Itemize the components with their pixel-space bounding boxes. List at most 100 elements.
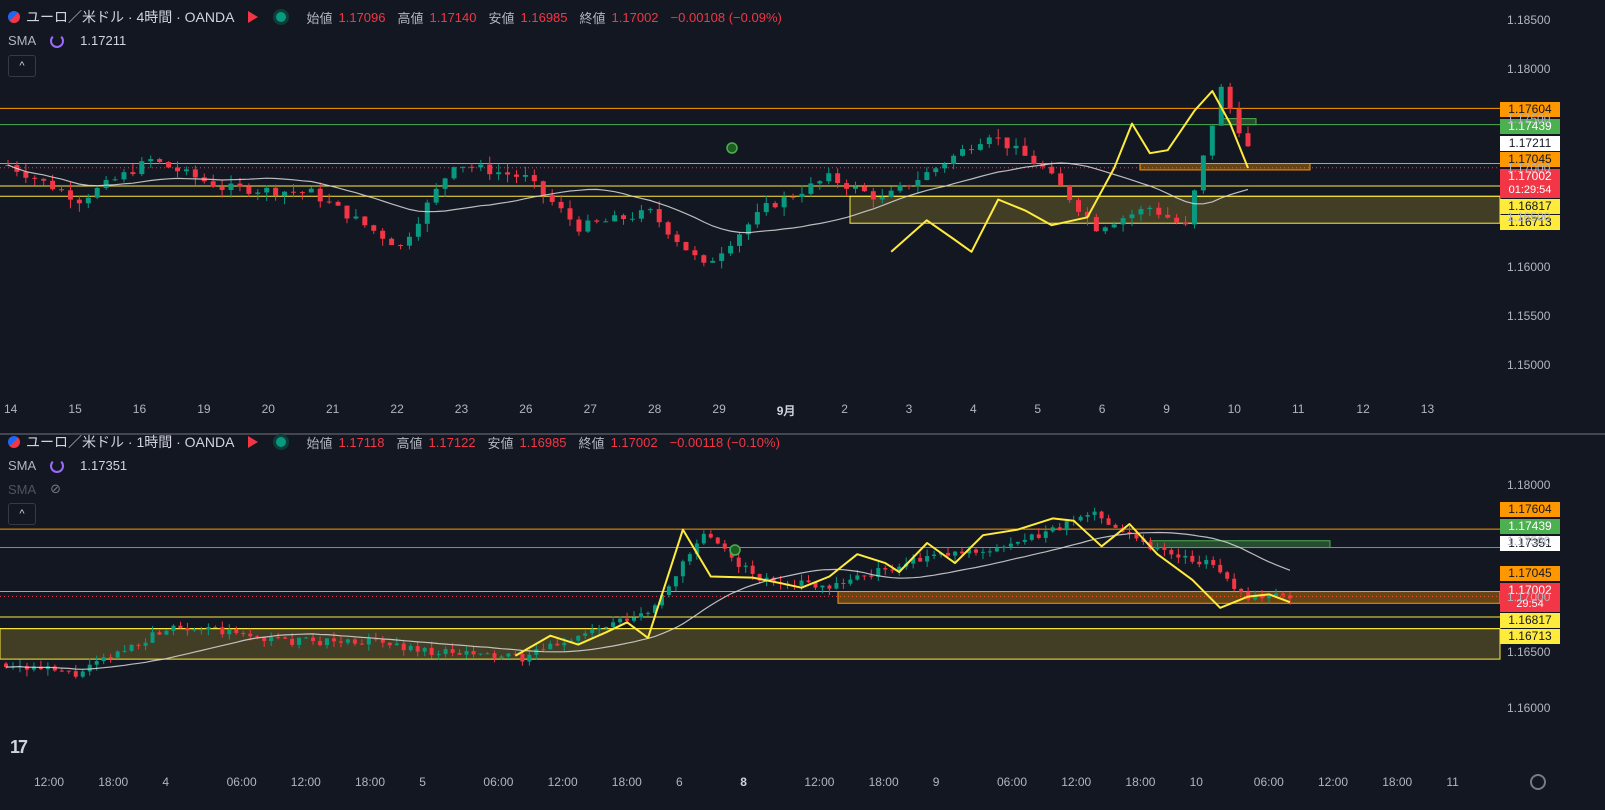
candle-body[interactable] bbox=[1049, 166, 1055, 174]
candle-body[interactable] bbox=[629, 218, 635, 220]
candle-body[interactable] bbox=[820, 585, 825, 588]
candle-body[interactable] bbox=[174, 167, 180, 172]
candle-body[interactable] bbox=[227, 629, 232, 635]
sync-icon[interactable] bbox=[50, 33, 65, 48]
candle-body[interactable] bbox=[656, 209, 662, 223]
candle-body[interactable] bbox=[621, 215, 627, 220]
candle-body[interactable] bbox=[897, 185, 903, 191]
candle-body[interactable] bbox=[1106, 518, 1111, 525]
candle-body[interactable] bbox=[1043, 531, 1048, 538]
candle-body[interactable] bbox=[1085, 514, 1090, 517]
candle-body[interactable] bbox=[567, 208, 573, 220]
candle-body[interactable] bbox=[692, 250, 698, 256]
candle-body[interactable] bbox=[1156, 207, 1162, 215]
support-zone[interactable] bbox=[0, 628, 1501, 660]
candle-body[interactable] bbox=[1227, 86, 1233, 109]
candle-body[interactable] bbox=[1008, 543, 1013, 547]
candle-body[interactable] bbox=[834, 582, 839, 589]
candle-body[interactable] bbox=[487, 164, 493, 175]
candle-body[interactable] bbox=[1093, 216, 1099, 232]
candle-body[interactable] bbox=[694, 543, 699, 555]
candle-body[interactable] bbox=[362, 216, 368, 226]
candle-body[interactable] bbox=[1260, 595, 1265, 599]
candle-body[interactable] bbox=[290, 638, 295, 645]
order-block-box[interactable] bbox=[837, 591, 1501, 604]
candle-body[interactable] bbox=[85, 197, 91, 204]
candle-body[interactable] bbox=[722, 543, 727, 549]
candle-body[interactable] bbox=[1111, 224, 1117, 228]
candle-body[interactable] bbox=[708, 533, 713, 538]
candle-body[interactable] bbox=[806, 580, 811, 583]
sma-line[interactable] bbox=[7, 162, 1249, 234]
candle-body[interactable] bbox=[861, 186, 867, 192]
candle-body[interactable] bbox=[199, 629, 204, 631]
candle-body[interactable] bbox=[450, 649, 455, 653]
candle-body[interactable] bbox=[562, 642, 567, 646]
candle-body[interactable] bbox=[967, 549, 971, 554]
candle-body[interactable] bbox=[228, 183, 234, 190]
candle-body[interactable] bbox=[1218, 564, 1223, 573]
candle-body[interactable] bbox=[1078, 516, 1083, 521]
candle-body[interactable] bbox=[394, 643, 399, 646]
candle-body[interactable] bbox=[290, 191, 296, 193]
candle-body[interactable] bbox=[520, 653, 525, 662]
candle-body[interactable] bbox=[115, 651, 120, 658]
candle-body[interactable] bbox=[264, 187, 270, 193]
candle-body[interactable] bbox=[331, 638, 336, 642]
candle-body[interactable] bbox=[995, 137, 1001, 139]
candle-body[interactable] bbox=[772, 203, 778, 208]
candle-body[interactable] bbox=[549, 194, 555, 202]
candle-body[interactable] bbox=[576, 635, 581, 641]
candle-body[interactable] bbox=[924, 172, 930, 180]
candle-body[interactable] bbox=[380, 639, 385, 643]
candle-body[interactable] bbox=[1209, 125, 1215, 156]
candle-body[interactable] bbox=[715, 537, 720, 544]
candle-body[interactable] bbox=[101, 657, 106, 662]
candle-body[interactable] bbox=[558, 201, 564, 209]
candle-body[interactable] bbox=[353, 216, 359, 219]
candle-body[interactable] bbox=[210, 181, 216, 187]
candle-body[interactable] bbox=[1064, 521, 1069, 531]
candle-body[interactable] bbox=[103, 179, 109, 188]
candle-body[interactable] bbox=[108, 657, 113, 659]
candle-body[interactable] bbox=[980, 551, 985, 553]
candle-body[interactable] bbox=[548, 643, 553, 650]
candle-body[interactable] bbox=[932, 554, 937, 557]
candle-body[interactable] bbox=[844, 183, 850, 189]
candle-body[interactable] bbox=[757, 573, 762, 581]
candlestick-chart-4h[interactable] bbox=[0, 0, 1605, 433]
candle-body[interactable] bbox=[683, 241, 689, 251]
candle-body[interactable] bbox=[911, 557, 916, 564]
market-status-icon[interactable] bbox=[276, 437, 287, 447]
candle-body[interactable] bbox=[942, 164, 948, 169]
candle-body[interactable] bbox=[1204, 560, 1209, 565]
candle-body[interactable] bbox=[1239, 588, 1244, 592]
candle-body[interactable] bbox=[612, 215, 618, 222]
candle-body[interactable] bbox=[220, 627, 225, 635]
candle-body[interactable] bbox=[178, 625, 183, 629]
candle-body[interactable] bbox=[1236, 108, 1242, 134]
candle-body[interactable] bbox=[325, 638, 329, 646]
candle-body[interactable] bbox=[304, 637, 309, 639]
candle-body[interactable] bbox=[1211, 560, 1216, 565]
candle-body[interactable] bbox=[121, 172, 127, 180]
candle-body[interactable] bbox=[1138, 209, 1144, 215]
candle-body[interactable] bbox=[192, 629, 197, 631]
candle-body[interactable] bbox=[1120, 218, 1126, 225]
candle-body[interactable] bbox=[951, 155, 957, 165]
candle-body[interactable] bbox=[401, 643, 406, 651]
candle-body[interactable] bbox=[764, 577, 769, 581]
candle-body[interactable] bbox=[373, 638, 378, 640]
candle-body[interactable] bbox=[366, 638, 371, 645]
candle-body[interactable] bbox=[1036, 534, 1041, 538]
candle-body[interactable] bbox=[451, 167, 457, 179]
candle-body[interactable] bbox=[4, 663, 8, 668]
candle-body[interactable] bbox=[799, 580, 804, 586]
candle-body[interactable] bbox=[371, 225, 377, 231]
price-tag[interactable]: 1.17604 bbox=[1500, 102, 1560, 117]
candle-body[interactable] bbox=[1162, 547, 1167, 550]
candle-body[interactable] bbox=[464, 651, 469, 655]
candle-body[interactable] bbox=[237, 183, 243, 187]
candle-body[interactable] bbox=[888, 190, 894, 198]
alert-clock-icon[interactable] bbox=[726, 142, 738, 154]
